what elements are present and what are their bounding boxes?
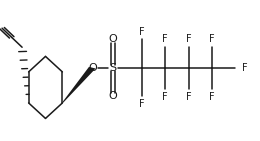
Text: F: F — [186, 92, 191, 102]
Text: F: F — [139, 27, 145, 37]
Text: F: F — [162, 92, 168, 102]
Text: O: O — [109, 35, 118, 44]
Text: S: S — [109, 63, 117, 73]
Polygon shape — [62, 67, 96, 103]
Text: F: F — [209, 34, 215, 44]
Text: F: F — [242, 63, 248, 73]
Text: O: O — [88, 63, 97, 73]
Text: F: F — [162, 34, 168, 44]
Text: F: F — [139, 99, 145, 109]
Text: F: F — [186, 34, 191, 44]
Text: F: F — [209, 92, 215, 102]
Text: O: O — [109, 91, 118, 101]
